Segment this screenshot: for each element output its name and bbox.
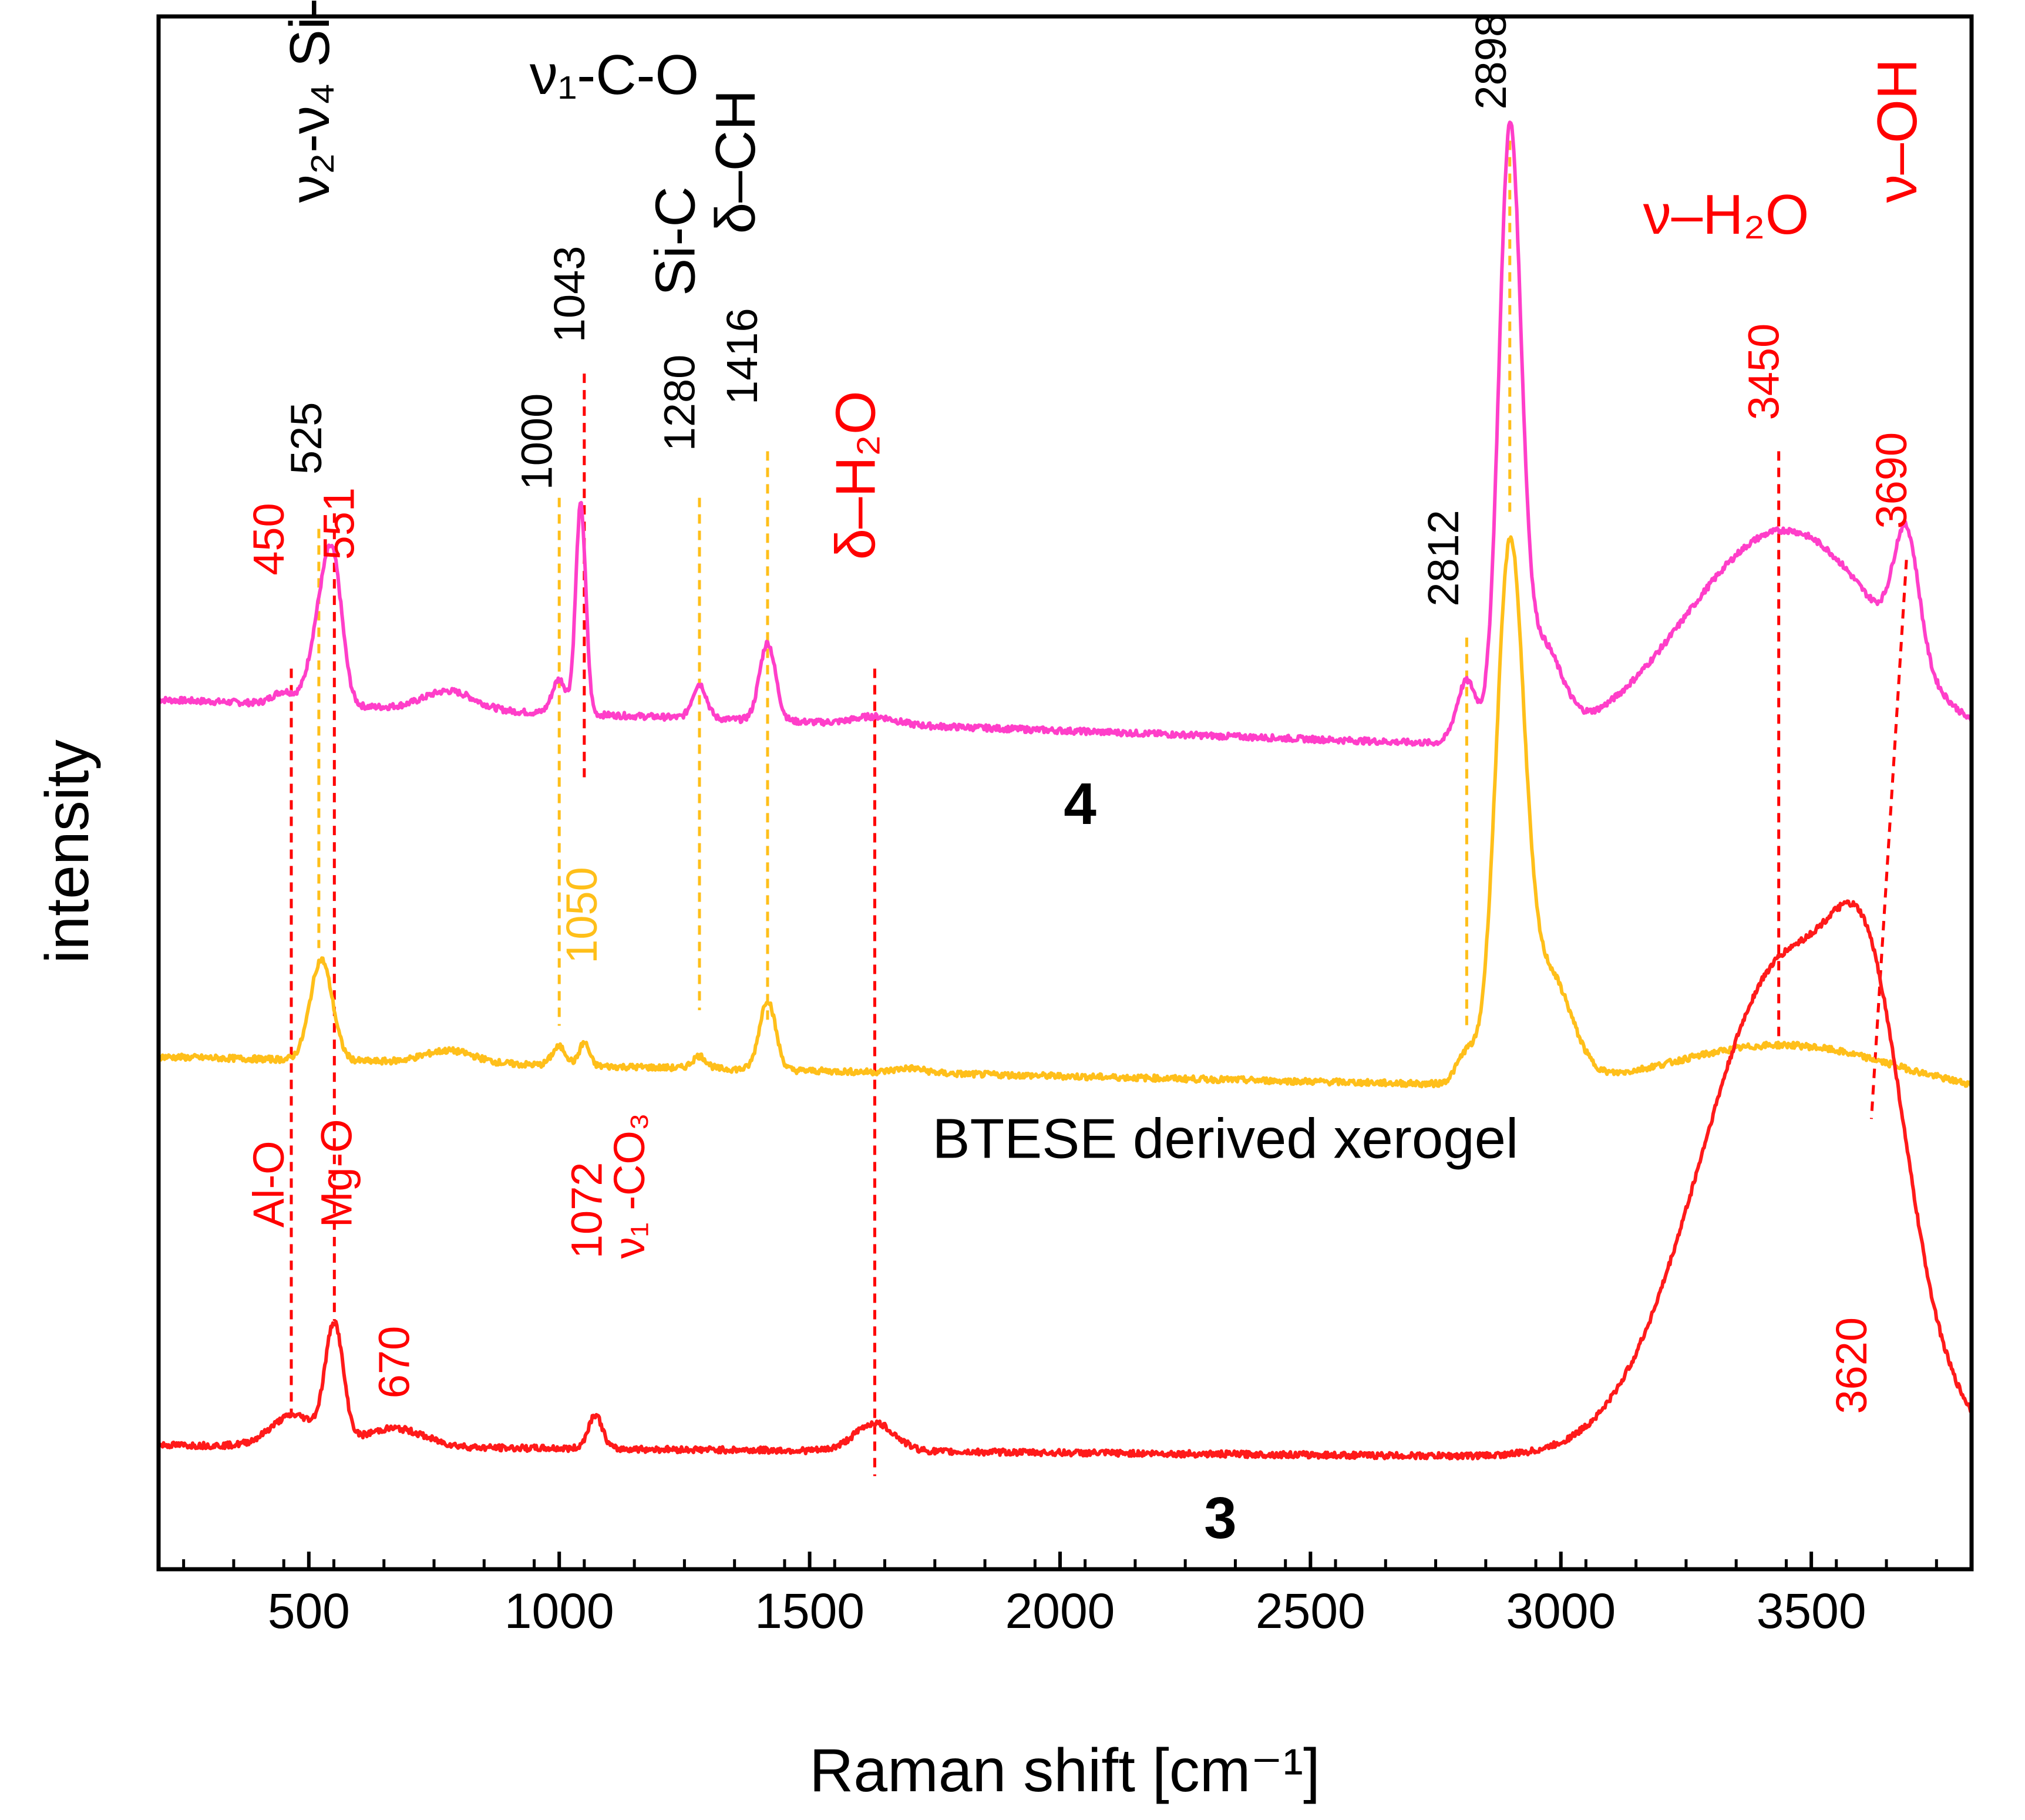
- annotation-label-14: 1050: [557, 867, 606, 964]
- annotation-label-11: 551: [315, 487, 364, 560]
- annotation-label-20: 3690: [1867, 432, 1916, 529]
- guide-line-11: [1869, 560, 1908, 1119]
- x-tick-label-3500: 3500: [1757, 1583, 1866, 1639]
- x-tick-label-1000: 1000: [504, 1583, 614, 1639]
- annotation-label-26: 3620: [1827, 1317, 1876, 1414]
- x-tick-label-3000: 3000: [1506, 1583, 1616, 1639]
- y-axis-title: intensity: [33, 739, 102, 964]
- annotation-label-3: Si-C: [644, 186, 707, 296]
- annotation-label-25: ν₁ -CO₃: [605, 1113, 654, 1259]
- annotation-label-12: 1000: [512, 393, 561, 490]
- annotation-label-16: 1416: [718, 308, 766, 405]
- annotation-label-0: ν₂-ν₄ Si-O: [278, 0, 341, 203]
- annotation-label-18: 2898: [1466, 13, 1515, 110]
- x-tick-label-500: 500: [268, 1583, 350, 1639]
- annotation-label-4: δ–CH: [704, 90, 767, 234]
- plot-area: [157, 120, 1973, 1476]
- annotation-label-29: 3: [1204, 1485, 1237, 1551]
- series-line-xerogel: [157, 535, 1973, 1089]
- annotation-label-27: 4: [1064, 771, 1096, 837]
- annotation-label-21: Al-O: [244, 1141, 293, 1227]
- annotation-label-22: Mg-O: [312, 1119, 361, 1227]
- series-line-s3: [157, 899, 1973, 1461]
- annotation-label-5: δ–H₂O: [825, 391, 887, 560]
- x-tick-label-2000: 2000: [1005, 1583, 1115, 1639]
- series-line-s4: [157, 120, 1973, 747]
- annotation-label-10: 525: [282, 402, 331, 475]
- x-tick-label-2500: 2500: [1256, 1583, 1365, 1639]
- axes: 500 1000 1500 2000 2500 3000 3500: [156, 14, 1974, 1639]
- annotation-label-8: ν–OH: [1866, 59, 1929, 203]
- annotations: ν₂-ν₄ Si-Oν₁-Si-Oν₁-C-OSi-Cδ–CHδ–H₂Oν-CH…: [244, 0, 1929, 1551]
- annotation-label-2: ν₁-C-O: [530, 43, 699, 106]
- x-tick-label-1500: 1500: [755, 1583, 865, 1639]
- annotation-label-24: 1072: [563, 1162, 611, 1259]
- annotation-label-9: 450: [244, 503, 293, 575]
- annotation-label-15: 1280: [655, 355, 704, 452]
- x-axis-title: Raman shift [cm⁻¹]: [809, 1737, 1320, 1805]
- annotation-label-28: BTESE derived xerogel: [932, 1107, 1518, 1170]
- annotation-label-19: 3450: [1740, 324, 1788, 420]
- annotation-label-7: ν–H₂O: [1643, 183, 1809, 246]
- annotation-label-17: 2812: [1419, 510, 1468, 607]
- annotation-label-23: 670: [369, 1326, 418, 1398]
- annotation-label-13: 1043: [545, 246, 594, 343]
- plot-frame: [156, 14, 1974, 1572]
